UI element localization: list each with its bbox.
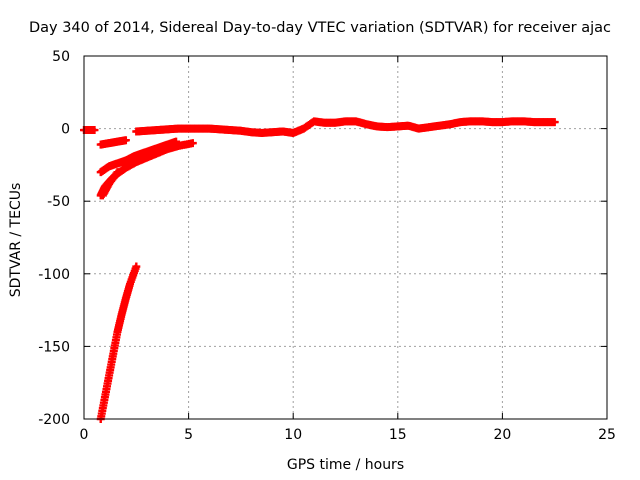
series-main-track [80, 117, 559, 137]
data-point [132, 262, 141, 271]
grid-lines [84, 56, 607, 419]
x-tick-label: 0 [80, 427, 89, 443]
series-short-track-a [96, 136, 130, 149]
series-short-track-d [98, 168, 122, 200]
data-point [550, 118, 559, 127]
axis-ticks: 0 5 10 15 20 25 -200 -150 -100 -50 0 50 [38, 49, 616, 443]
data-points [80, 117, 559, 423]
y-tick-label: -150 [38, 339, 70, 355]
x-tick-label: 15 [389, 427, 407, 443]
data-point [121, 136, 130, 145]
plot-frame [83, 55, 608, 420]
y-tick-label: 50 [52, 49, 70, 65]
y-tick-label: -50 [47, 194, 70, 210]
series-steep-track [96, 262, 141, 423]
x-tick-label: 25 [598, 427, 616, 443]
x-tick-label: 10 [284, 427, 302, 443]
x-tick-label: 5 [184, 427, 193, 443]
x-tick-label: 20 [493, 427, 511, 443]
data-point [90, 126, 99, 135]
x-axis-label: GPS time / hours [286, 457, 405, 473]
y-tick-label: -100 [38, 267, 70, 283]
chart-title: Day 340 of 2014, Sidereal Day-to-day VTE… [28, 20, 612, 36]
y-axis-label: SDTVAR / TECUs [8, 182, 24, 298]
data-point [113, 168, 122, 177]
y-tick-label: 0 [61, 122, 70, 138]
y-tick-label: -200 [38, 412, 70, 428]
data-point [188, 139, 197, 148]
